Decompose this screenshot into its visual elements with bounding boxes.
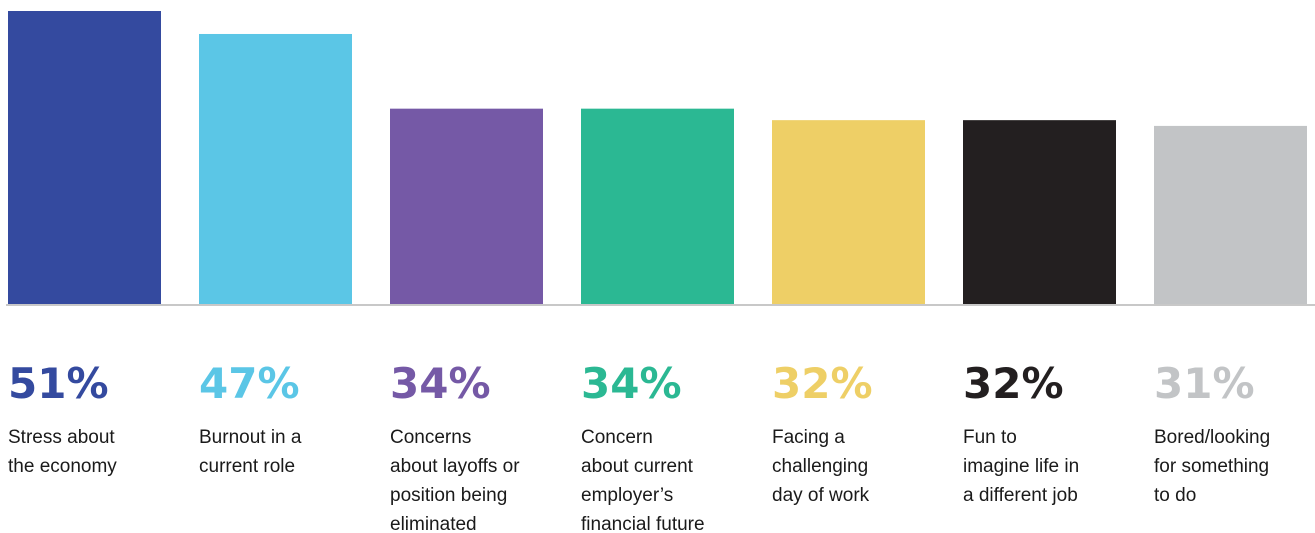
category-label-line: employer’s <box>581 485 673 506</box>
category-label-line: the economy <box>8 456 117 477</box>
category-label-4: Concern about current employer’s financial … <box>581 427 705 533</box>
category-label-line: Concern <box>581 427 653 448</box>
bar-2 <box>199 33 352 304</box>
category-label-3: Concerns about layoffs or position being el… <box>390 427 520 533</box>
category-label-line: Bored/looking <box>1154 427 1270 448</box>
category-label-line: Burnout in a <box>199 427 302 448</box>
category-label-line: Concerns <box>390 427 471 448</box>
category-label-line: about layoffs or <box>390 456 520 477</box>
bar-3 <box>390 108 543 305</box>
category-label-2: Burnout in a current role <box>199 427 302 477</box>
category-label-line: Stress about <box>8 427 115 448</box>
value-label-6: 32% <box>963 359 1064 408</box>
category-label-line: position being <box>390 485 507 506</box>
category-label-line: day of work <box>772 485 870 506</box>
bar-7 <box>1154 125 1307 304</box>
value-label-2: 47% <box>199 359 300 408</box>
value-label-7: 31% <box>1154 359 1255 408</box>
category-label-5: Facing a challenging day of work <box>772 427 870 506</box>
category-label-line: a different job <box>963 485 1078 506</box>
bars-group <box>8 11 1307 305</box>
category-label-line: current role <box>199 456 295 477</box>
category-label-line: for something <box>1154 456 1269 477</box>
value-label-3: 34% <box>390 359 491 408</box>
category-label-6: Fun to imagine life in a different job <box>963 427 1079 506</box>
value-labels-group: 51% 47% 34% 34% 32% 32% 31% <box>8 359 1255 408</box>
bar-5 <box>772 120 925 304</box>
category-label-line: eliminated <box>390 514 477 533</box>
category-label-line: about current <box>581 456 694 477</box>
category-label-line: to do <box>1154 485 1196 506</box>
value-label-1: 51% <box>8 359 109 408</box>
category-label-line: Facing a <box>772 427 845 448</box>
category-label-line: financial future <box>581 514 705 533</box>
category-label-1: Stress about the economy <box>8 427 117 477</box>
category-label-line: Fun to <box>963 427 1017 448</box>
category-label-line: imagine life in <box>963 456 1079 477</box>
bar-4 <box>581 108 734 305</box>
value-label-4: 34% <box>581 359 682 408</box>
category-label-line: challenging <box>772 456 868 477</box>
bar-6 <box>963 120 1116 304</box>
category-label-7: Bored/looking for something to do <box>1154 427 1270 506</box>
value-label-5: 32% <box>772 359 873 408</box>
category-labels-group: Stress about the economy Burnout in a curre… <box>8 427 1270 533</box>
bar-1 <box>8 11 161 304</box>
